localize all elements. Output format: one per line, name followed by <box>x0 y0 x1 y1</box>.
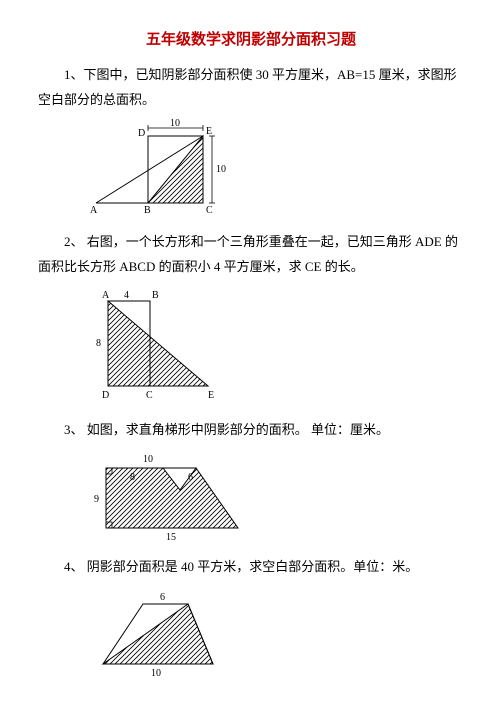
svg-text:A: A <box>90 205 98 216</box>
svg-text:10: 10 <box>151 668 161 676</box>
problem-3-text: 3、 如图，求直角梯形中阴影部分的面积。 单位：厘米。 <box>38 418 464 443</box>
svg-text:6: 6 <box>188 472 193 483</box>
dim-side: 10 <box>216 164 226 175</box>
svg-text:B: B <box>152 290 159 301</box>
svg-text:E: E <box>208 390 214 401</box>
svg-text:E: E <box>206 126 212 137</box>
svg-text:6: 6 <box>160 592 165 603</box>
dim-de: 10 <box>170 118 180 129</box>
figure-4: 6 10 <box>88 586 464 676</box>
problem-1-text: 1、下图中，已知阴影部分面积使 30 平方厘米，AB=15 厘米，求图形空白部分… <box>38 63 464 112</box>
svg-text:10: 10 <box>143 454 153 465</box>
svg-text:15: 15 <box>166 532 176 543</box>
problem-4-text: 4、 阴影部分面积是 40 平方米，求空白部分面积。单位：米。 <box>38 555 464 580</box>
svg-text:8: 8 <box>96 338 101 349</box>
svg-text:D: D <box>102 390 109 401</box>
figure-1: 10 10 A B C D E <box>88 118 464 218</box>
worksheet-page: 五年级数学求阴影部分面积习题 1、下图中，已知阴影部分面积使 30 平方厘米，A… <box>0 0 502 708</box>
figure-3: 10 8 6 9 15 <box>88 448 464 543</box>
figure-2: 4 8 A B C D E <box>88 286 464 406</box>
svg-text:B: B <box>144 205 151 216</box>
svg-text:8: 8 <box>130 472 135 483</box>
svg-text:C: C <box>146 390 153 401</box>
svg-text:A: A <box>102 290 110 301</box>
svg-text:9: 9 <box>94 494 99 505</box>
page-title: 五年级数学求阴影部分面积习题 <box>38 28 464 49</box>
svg-text:D: D <box>138 128 145 139</box>
svg-text:C: C <box>206 205 213 216</box>
svg-text:4: 4 <box>124 290 129 301</box>
problem-2-text: 2、 右图，一个长方形和一个三角形重叠在一起，已知三角形 ADE 的面积比长方形… <box>38 230 464 279</box>
